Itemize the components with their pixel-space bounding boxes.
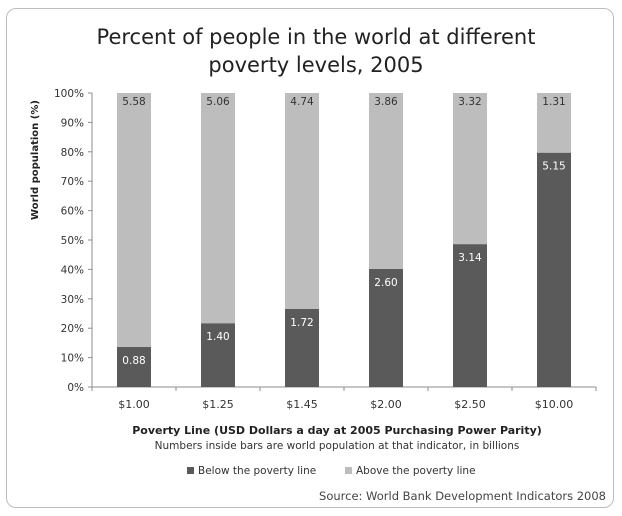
- chart-note: Numbers inside bars are world population…: [155, 440, 520, 452]
- chart-source: Source: World Bank Development Indicator…: [319, 489, 606, 503]
- legend: Below the poverty line Above the poverty…: [187, 465, 476, 477]
- x-axis-ticks: $1.00 $1.25 $1.45 $2.00 $2.50 $10.00: [91, 387, 597, 411]
- y-tick-label: 0%: [67, 382, 84, 394]
- x-tick-label: $1.25: [202, 398, 234, 411]
- bar-label-below: 1.72: [290, 317, 313, 329]
- bar-label-below: 1.40: [206, 331, 229, 343]
- bar-above: [537, 93, 571, 153]
- x-tick-label: $2.00: [370, 398, 402, 411]
- bar-label-below: 3.14: [458, 252, 482, 264]
- bar-above: [201, 93, 235, 324]
- bar-above: [117, 93, 151, 348]
- bar-label-below: 2.60: [374, 277, 397, 289]
- bar-below: [453, 244, 487, 387]
- y-axis-label: World population (%): [30, 100, 41, 220]
- y-tick-label: 30%: [61, 294, 84, 306]
- y-tick-label: 50%: [61, 235, 84, 247]
- y-tick-label: 10%: [61, 353, 84, 365]
- bar-below: [201, 323, 235, 387]
- legend-swatch-below: [187, 467, 194, 474]
- bar-below: [285, 308, 319, 387]
- bar-label-above: 5.06: [206, 96, 230, 108]
- bar-label-above: 1.31: [542, 96, 565, 108]
- y-axis-ticks: 0% 10% 20% 30% 40% 50% 60% 70% 80% 90% 100%: [54, 88, 92, 394]
- bar-below: [369, 268, 403, 387]
- bar-above: [285, 93, 319, 309]
- y-tick-label: 40%: [61, 264, 84, 276]
- x-tick-label: $2.50: [454, 398, 486, 411]
- bar-above: [369, 93, 403, 269]
- chart-title-line-2: poverty levels, 2005: [208, 53, 423, 77]
- bar-label-above: 4.74: [290, 96, 314, 108]
- legend-label-above: Above the poverty line: [356, 465, 476, 477]
- y-tick-label: 20%: [61, 323, 84, 335]
- bar-label-above: 3.32: [458, 96, 481, 108]
- y-tick-label: 60%: [61, 206, 84, 218]
- x-tick-label: $10.00: [535, 398, 574, 411]
- bar-below: [537, 152, 571, 387]
- y-axis-label-group: World population (%): [30, 100, 41, 220]
- y-tick-label: 100%: [54, 88, 84, 100]
- bar-label-above: 5.58: [122, 96, 145, 108]
- legend-swatch-above: [345, 467, 352, 474]
- legend-label-below: Below the poverty line: [198, 465, 316, 477]
- bar-label-below: 0.88: [122, 355, 145, 367]
- bar-label-below: 5.15: [542, 161, 565, 173]
- chart-title-line-1: Percent of people in the world at differ…: [97, 25, 536, 49]
- y-tick-label: 90%: [61, 117, 84, 129]
- bars: 0.88 5.58 1.40 5.06 1.72 4.74 2.60 3.86 3.14 3.32…: [117, 93, 571, 387]
- x-tick-label: $1.00: [118, 398, 150, 411]
- y-tick-label: 80%: [61, 147, 84, 159]
- y-tick-label: 70%: [61, 176, 84, 188]
- x-tick-label: $1.45: [286, 398, 318, 411]
- bar-below: [117, 347, 151, 387]
- bar-label-above: 3.86: [374, 96, 398, 108]
- x-axis-label: Poverty Line (USD Dollars a day at 2005 …: [132, 424, 542, 437]
- bar-above: [453, 93, 487, 245]
